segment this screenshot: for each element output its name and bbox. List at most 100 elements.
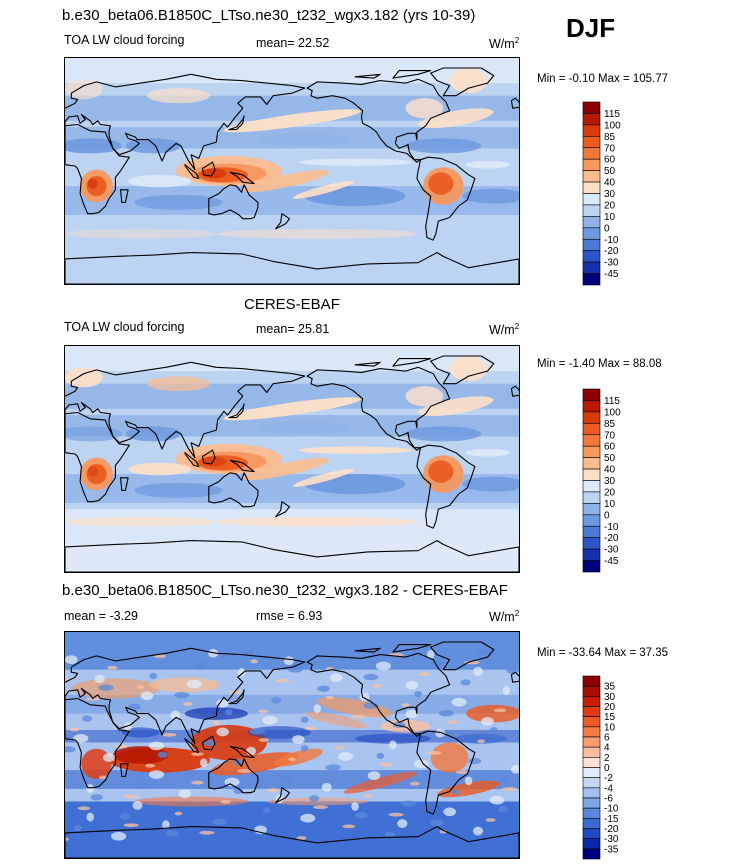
colorbar-swatch (582, 828, 601, 839)
colorbar-tick-label: -10 (604, 522, 619, 533)
colorbar-tick-label: 70 (604, 430, 616, 441)
map-panel (64, 57, 520, 285)
colorbar-tick-label: 50 (604, 166, 616, 177)
colorbar-swatch (582, 113, 601, 126)
colorbar-tick-label: 100 (604, 120, 621, 131)
colorbar-tick-label: -35 (604, 844, 619, 855)
colorbar-swatch (582, 411, 601, 424)
colorbar-swatch (582, 227, 601, 240)
colorbar-tick-label: 0 (604, 510, 610, 521)
units-label: W/m2 (489, 36, 520, 52)
colorbar-swatch (582, 491, 601, 504)
colorbar-tick-label: 20 (604, 702, 616, 713)
colorbar-tick-label: -2 (604, 773, 613, 784)
colorbar-swatch (582, 216, 601, 229)
coastlines (65, 641, 519, 858)
colorbar-tick-label: 40 (604, 178, 616, 189)
colorbar-tick-label: -15 (604, 814, 619, 825)
contour-field (65, 346, 519, 572)
colorbar-swatch (582, 273, 601, 286)
colorbar-tick-label: 0 (604, 763, 610, 774)
colorbar-swatch (582, 818, 601, 829)
map-svg (65, 58, 519, 284)
colorbar-swatch (582, 560, 601, 573)
minmax-label: Min = -0.10 Max = 105.77 (537, 73, 669, 85)
colorbar-swatch (582, 514, 601, 527)
colorbar-swatch (582, 193, 601, 206)
units-label: W/m2 (489, 322, 520, 338)
colorbar-swatch (582, 848, 601, 860)
colorbar-tick-label: -30 (604, 258, 619, 269)
colorbar-tick-label: 4 (604, 743, 610, 754)
colorbar-tick-label: 6 (604, 733, 610, 744)
colorbar-swatch (582, 757, 601, 768)
colorbar-tick-label: -10 (604, 804, 619, 815)
colorbar-tick-label: 10 (604, 212, 616, 223)
colorbar-swatch (582, 807, 601, 819)
colorbar-swatch (582, 746, 601, 758)
colorbar-swatch (582, 423, 601, 436)
units-label: W/m2 (489, 609, 520, 625)
colorbar-tick-label: -20 (604, 824, 619, 835)
mean-label: mean= 25.81 (256, 322, 330, 336)
variable-label: TOA LW cloud forcing (64, 33, 185, 47)
colorbar-tick-label: -20 (604, 533, 619, 544)
colorbar-swatch (582, 706, 601, 717)
colorbar-tick-label: 0 (604, 223, 610, 234)
colorbar-tick-label: 20 (604, 200, 616, 211)
colorbar-swatch (582, 838, 601, 850)
colorbar-swatch (582, 525, 601, 538)
colorbar-tick-label: 115 (604, 109, 620, 120)
colorbar-tick-label: 2 (604, 753, 610, 764)
mean-label: mean = -3.29 (64, 609, 139, 623)
colorbar-swatch (582, 434, 601, 447)
colorbar-tick-label: -45 (604, 556, 619, 567)
colorbar-swatch (582, 445, 601, 458)
colorbar-tick-label: -20 (604, 246, 619, 257)
colorbar-swatch (582, 147, 601, 160)
colorbar-swatch (582, 250, 601, 263)
coastlines (65, 355, 519, 572)
panel-title: CERES-EBAF (244, 296, 340, 313)
colorbar-swatch (582, 787, 601, 799)
map-panel (64, 631, 520, 859)
colorbar-tick-label: -30 (604, 834, 619, 845)
colorbar-swatch (582, 468, 601, 481)
colorbar-swatch (582, 548, 601, 561)
map-svg (65, 632, 519, 858)
colorbar-swatch (582, 480, 601, 493)
colorbar-tick-label: 60 (604, 155, 616, 166)
colorbar-swatch (582, 238, 601, 251)
coastlines (65, 67, 519, 284)
colorbar-swatch (582, 726, 601, 738)
colorbar-tick-label: 30 (604, 692, 616, 703)
colorbar-tick-label: 15 (604, 712, 616, 723)
colorbar-swatch (582, 400, 601, 413)
colorbar-tick-label: -45 (604, 269, 619, 280)
colorbar: 115 100 85 70 60 50 40 30 20 10 0 -10 -20 -30 -45 (582, 388, 662, 574)
colorbar-tick-label: -6 (604, 794, 613, 805)
colorbar-swatch (582, 675, 601, 687)
colorbar-swatch (582, 170, 601, 183)
colorbar-tick-label: 85 (604, 419, 616, 430)
colorbar-swatch (582, 537, 601, 550)
colorbar-swatch (582, 261, 601, 274)
variable-label: TOA LW cloud forcing (64, 320, 185, 334)
colorbar: 35 30 20 15 10 6 4 2 0 -2 -4 -6 -10 -15 -20 -30 -35 (582, 675, 662, 861)
colorbar-swatch (582, 716, 601, 728)
colorbar-tick-label: 30 (604, 476, 616, 487)
contour-field (65, 632, 519, 858)
colorbar-swatch (582, 204, 601, 217)
colorbar-swatch (582, 101, 601, 114)
minmax-label: Min = -33.64 Max = 37.35 (537, 647, 669, 659)
colorbar: 115 100 85 70 60 50 40 30 20 10 0 -10 -20 -30 -45 (582, 101, 662, 287)
colorbar-tick-label: -4 (604, 783, 613, 794)
colorbar-swatch (582, 457, 601, 470)
colorbar-tick-label: 60 (604, 442, 616, 453)
mean-label: mean= 22.52 (256, 36, 330, 50)
colorbar-tick-label: 100 (604, 407, 621, 418)
rmse-label: rmse = 6.93 (256, 609, 323, 623)
colorbar-tick-label: -10 (604, 235, 619, 246)
season-label: DJF (566, 13, 616, 43)
